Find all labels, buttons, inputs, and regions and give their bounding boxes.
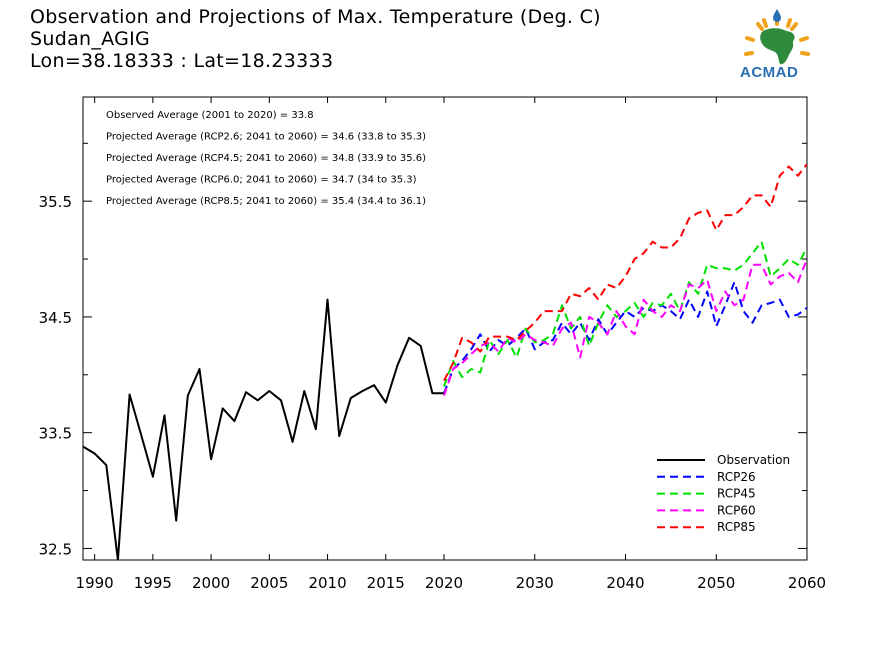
series-line-rcp60 — [443, 258, 807, 396]
x-tick-label: 2015 — [367, 574, 405, 592]
series-line-observation — [83, 298, 444, 560]
x-tick-label: 2050 — [697, 574, 735, 592]
y-tick-label: 32.5 — [39, 540, 72, 558]
annotation-line: Projected Average (RCP6.0; 2041 to 2060)… — [106, 175, 417, 186]
acmad-logo — [744, 9, 810, 65]
y-tick-label: 33.5 — [39, 425, 72, 443]
plot-frame — [82, 96, 808, 561]
x-tick-label: 2005 — [250, 574, 288, 592]
legend-label-rcp26: RCP26 — [717, 470, 756, 484]
series-line-rcp26 — [443, 281, 807, 394]
legend-label-rcp85: RCP85 — [717, 520, 756, 534]
x-tick-label: 2060 — [788, 574, 826, 592]
logo-text: ACMAD — [740, 64, 799, 81]
annotation-line: Projected Average (RCP8.5; 2041 to 2060)… — [106, 196, 426, 207]
x-tick-label: 1990 — [76, 574, 114, 592]
chart-title: Observation and Projections of Max. Temp… — [30, 6, 601, 72]
title-line-2: Sudan_AGIG — [30, 28, 151, 50]
x-tick-label: 2030 — [516, 574, 554, 592]
annotations: Observed Average (2001 to 2020) = 33.8 Pr… — [106, 110, 426, 207]
legend-label-rcp60: RCP60 — [717, 503, 756, 517]
title-line-1: Observation and Projections of Max. Temp… — [30, 6, 601, 28]
x-tick-label: 2040 — [606, 574, 644, 592]
series-line-rcp45 — [443, 240, 807, 387]
x-tick-label: 2020 — [425, 574, 463, 592]
legend: Observation RCP26 RCP45 RCP60 RCP85 — [657, 453, 790, 534]
africa-map-icon — [760, 28, 795, 65]
series-line-rcp85 — [443, 163, 807, 382]
x-tick-label: 2010 — [308, 574, 346, 592]
y-tick-labels: 32.5 33.5 34.5 35.5 — [39, 193, 72, 558]
x-tick-label: 2000 — [192, 574, 230, 592]
series-lines — [83, 163, 807, 560]
water-drop-icon — [773, 9, 781, 22]
x-tick-marks — [94, 97, 808, 560]
x-tick-labels: 1990 1995 2000 2005 2010 2015 2020 2030 2040 2050… — [76, 574, 827, 592]
title-line-3: Lon=38.18333 : Lat=18.23333 — [30, 50, 334, 72]
y-tick-marks — [83, 142, 807, 549]
annotation-line: Projected Average (RCP2.6; 2041 to 2060)… — [106, 132, 426, 143]
y-tick-label: 35.5 — [39, 193, 72, 211]
x-tick-label: 1995 — [134, 574, 172, 592]
annotation-line: Observed Average (2001 to 2020) = 33.8 — [106, 110, 314, 121]
annotation-line: Projected Average (RCP4.5; 2041 to 2060)… — [106, 153, 426, 164]
legend-label-observation: Observation — [717, 453, 790, 467]
y-tick-label: 34.5 — [39, 309, 72, 327]
legend-label-rcp45: RCP45 — [717, 487, 756, 501]
